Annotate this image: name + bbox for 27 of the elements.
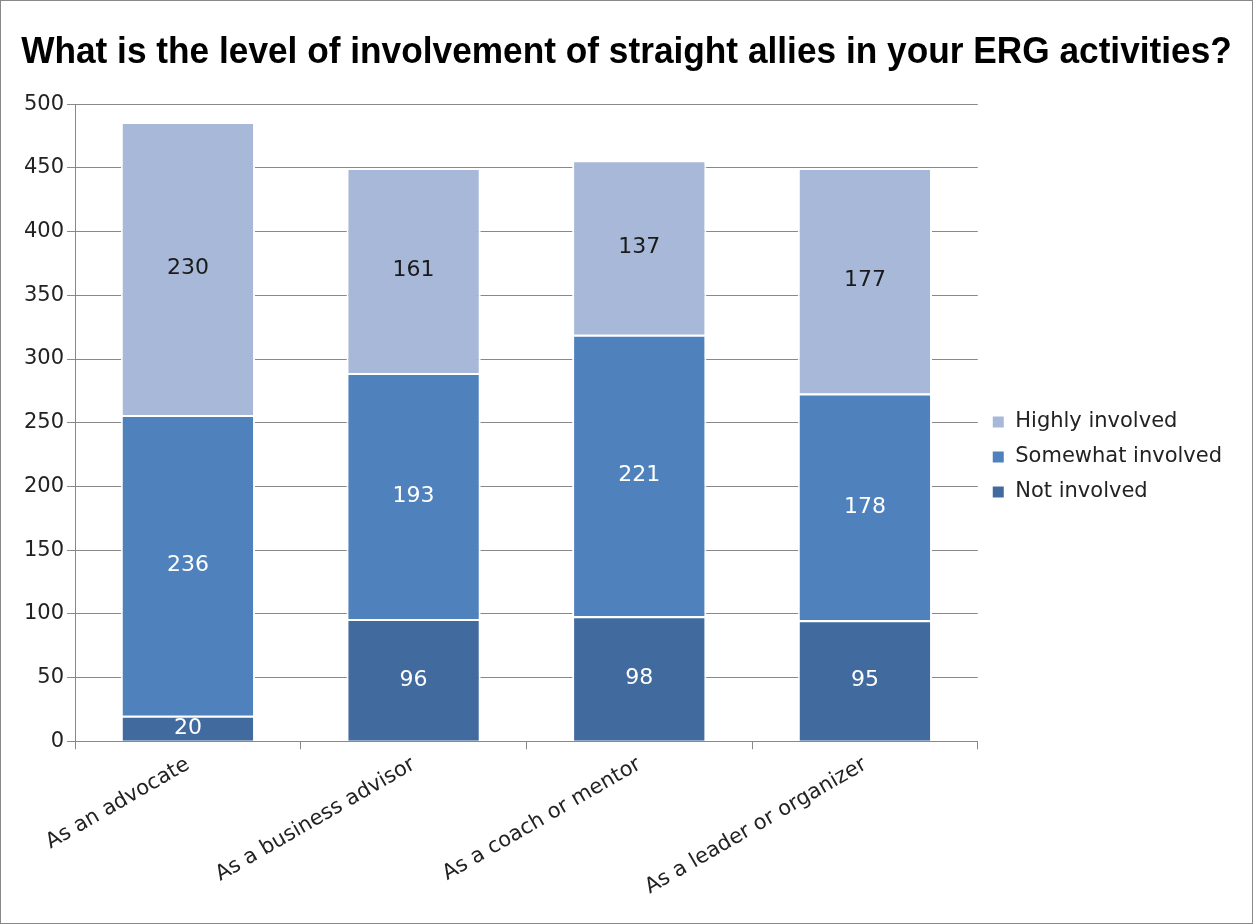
data-label: 137: [618, 233, 661, 259]
data-label: 230: [166, 254, 209, 280]
y-tick-label: 500: [23, 90, 65, 115]
y-tick-label: 300: [23, 345, 65, 370]
y-tick-label: 450: [23, 154, 65, 179]
data-label: 221: [618, 461, 661, 487]
legend-label: Highly involved: [1015, 408, 1178, 433]
y-tick-label: 400: [23, 218, 65, 243]
legend-label: Somewhat involved: [1015, 443, 1222, 468]
y-tick-label: 250: [23, 409, 65, 434]
y-tick-label: 50: [37, 663, 65, 688]
y-tick-label: 350: [23, 281, 65, 306]
y-tick-label: 150: [23, 536, 65, 561]
data-label: 177: [843, 266, 886, 292]
data-label: 236: [166, 551, 209, 577]
data-label: 95: [850, 666, 879, 692]
data-label: 20: [173, 713, 202, 739]
data-label: 161: [392, 256, 435, 282]
chart-title: What is the level of involvement of straight allies in your ERG activities?: [21, 30, 1232, 71]
data-label: 193: [392, 481, 435, 507]
y-tick-label: 0: [50, 727, 65, 752]
y-tick-label: 100: [23, 600, 65, 625]
data-label: 96: [399, 665, 428, 691]
data-label: 178: [843, 492, 886, 518]
y-tick-label: 200: [23, 472, 65, 497]
data-label: 98: [625, 664, 654, 690]
legend-label: Not involved: [1015, 478, 1148, 503]
